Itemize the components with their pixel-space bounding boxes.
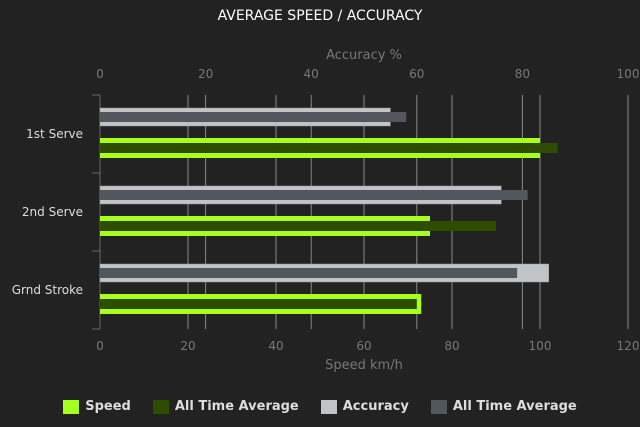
chart-plot: 0 20 40 60 80 100 120 0 20 40 60 80 100 Accuracy % Spe… <box>12 48 640 373</box>
accuracy-tick-label: 100 <box>617 67 640 81</box>
accuracy-tick-label: 0 <box>96 67 104 81</box>
bar-speed-all-time-average <box>100 143 558 153</box>
speed-tick-label: 20 <box>180 339 195 353</box>
legend-swatch <box>152 399 169 414</box>
legend: Speed All Time Average Accuracy All Time Av… <box>0 399 640 414</box>
speed-tick-label: 120 <box>617 339 640 353</box>
bar-accuracy-all-time-average <box>100 268 518 278</box>
legend-swatch <box>63 399 80 414</box>
legend-label: All Time Average <box>174 399 299 414</box>
category-label: 1st Serve <box>26 127 83 141</box>
speed-tick-label: 0 <box>96 339 104 353</box>
speed-tick-label: 80 <box>444 339 459 353</box>
legend-item[interactable]: Speed <box>63 399 131 414</box>
legend-item[interactable]: All Time Average <box>152 399 299 414</box>
speed-tick-label: 60 <box>356 339 371 353</box>
legend-item[interactable]: All Time Average <box>430 399 577 414</box>
legend-label: Accuracy <box>342 399 409 414</box>
accuracy-tick-label: 20 <box>198 67 213 81</box>
accuracy-axis-label: Accuracy % <box>326 48 402 63</box>
legend-swatch <box>320 399 337 414</box>
speed-tick-label: 40 <box>268 339 283 353</box>
accuracy-tick-label: 80 <box>515 67 530 81</box>
speed-tick-label: 100 <box>529 339 552 353</box>
legend-item[interactable]: Accuracy <box>320 399 409 414</box>
chart-title: AVERAGE SPEED / ACCURACY <box>217 8 423 24</box>
legend-swatch <box>430 399 447 414</box>
accuracy-tick-label: 40 <box>304 67 319 81</box>
bar-accuracy-all-time-average <box>100 190 528 200</box>
bar-accuracy-all-time-average <box>100 112 407 122</box>
bar-speed-all-time-average <box>100 299 417 309</box>
speed-axis-label: Speed km/h <box>325 358 403 373</box>
legend-label: All Time Average <box>452 399 577 414</box>
legend-label: Speed <box>85 399 131 414</box>
category-label: 2nd Serve <box>22 205 83 219</box>
accuracy-tick-label: 60 <box>409 67 424 81</box>
bar-speed-all-time-average <box>100 221 496 231</box>
category-label: Grnd Stroke <box>12 283 83 297</box>
